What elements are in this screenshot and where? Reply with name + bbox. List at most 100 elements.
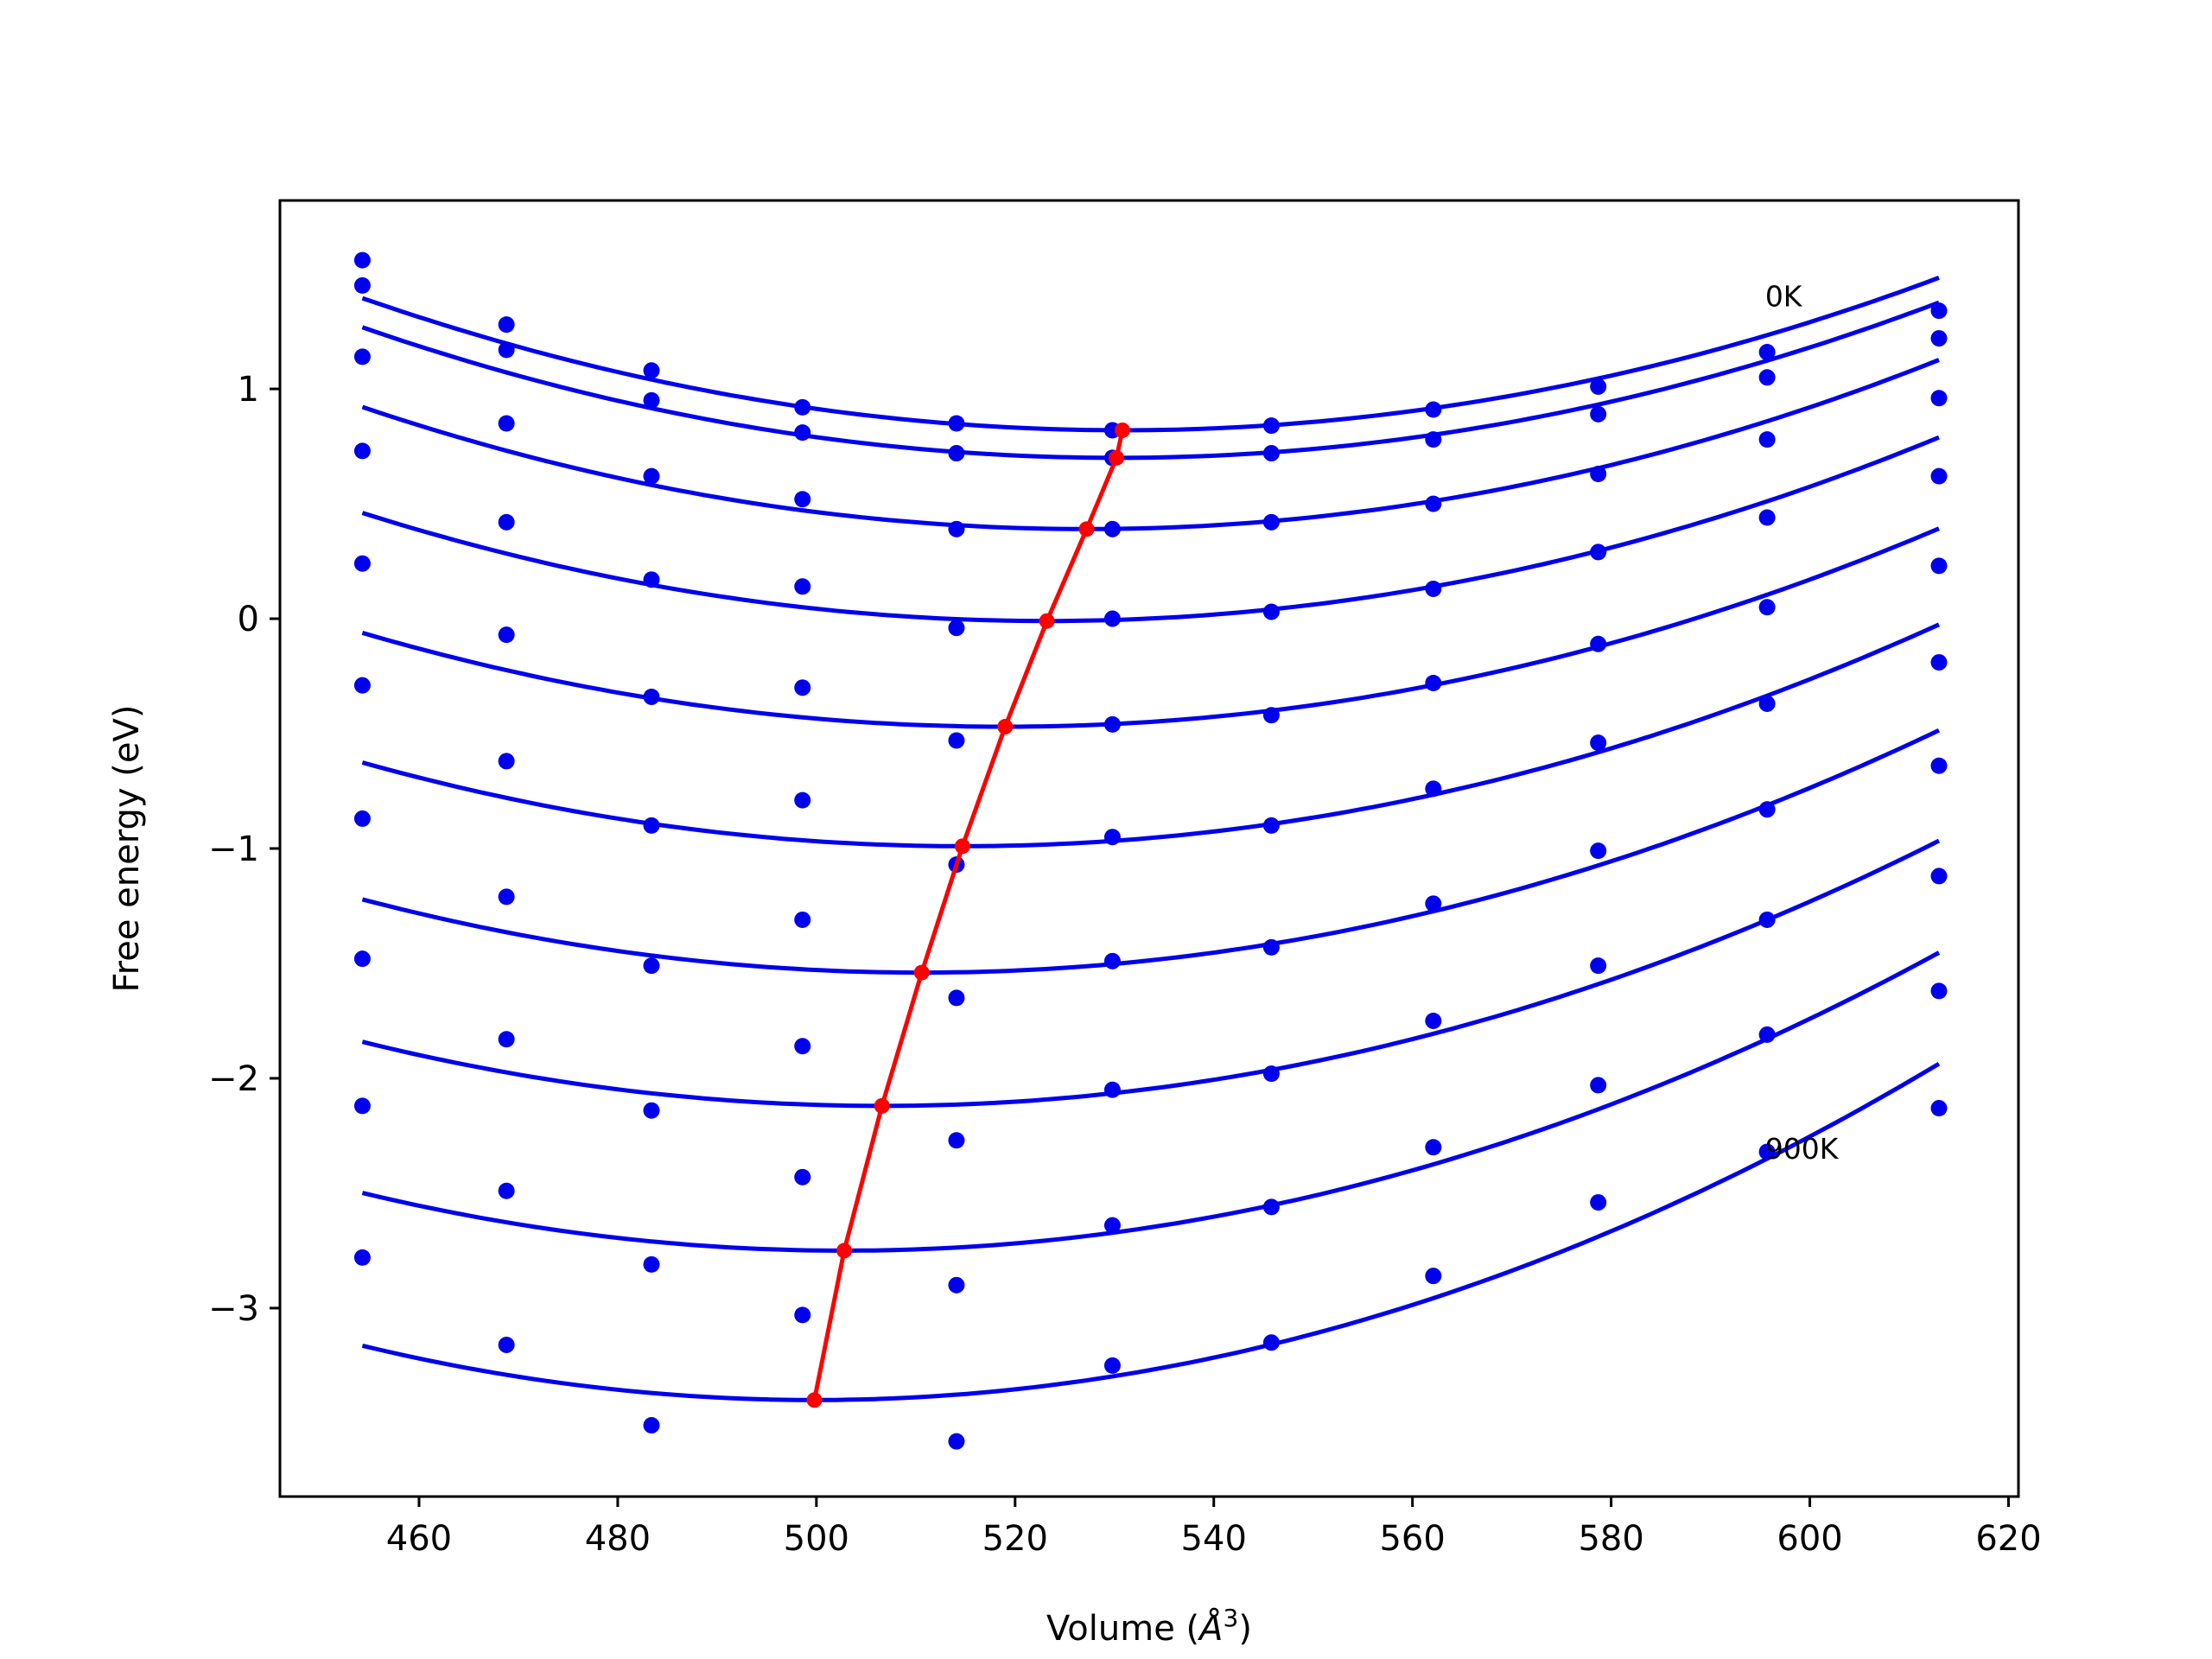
fit-curve-5 — [361, 622, 1941, 849]
data-point — [794, 791, 811, 809]
data-point — [948, 1433, 965, 1450]
data-point — [948, 732, 965, 749]
fit-curve-3 — [361, 435, 1940, 624]
data-point — [1930, 868, 1948, 885]
data-point — [643, 391, 660, 409]
data-point — [1930, 467, 1948, 485]
data-point — [353, 677, 371, 694]
data-point — [353, 1249, 371, 1266]
annotation-900k: 900K — [1765, 1132, 1840, 1166]
data-point — [1590, 543, 1607, 561]
y-axis-label: Free energy (eV) — [107, 705, 147, 993]
minimum-point — [1109, 449, 1125, 466]
data-point — [1590, 465, 1607, 482]
data-point — [948, 445, 965, 462]
data-point — [353, 276, 371, 294]
data-point — [1262, 1334, 1280, 1351]
x-axis-label: Volume (Å3) — [1046, 1604, 1252, 1649]
data-point — [1590, 842, 1607, 860]
data-point — [1930, 302, 1948, 320]
y-tick-label: 1 — [238, 370, 259, 410]
data-point — [643, 1255, 660, 1273]
data-point — [1930, 557, 1948, 575]
data-point — [498, 1182, 515, 1199]
data-point — [794, 1038, 811, 1055]
data-point — [1758, 1143, 1776, 1160]
data-point — [794, 1306, 811, 1324]
fit-curve-0 — [361, 276, 1940, 433]
data-point — [794, 424, 811, 442]
data-point — [1590, 405, 1607, 423]
data-point — [1590, 635, 1607, 652]
data-point — [1425, 1012, 1442, 1029]
minimum-point — [806, 1392, 823, 1408]
data-point — [1262, 938, 1280, 956]
minimum-point — [1114, 422, 1130, 438]
x-tick-label: 500 — [784, 1519, 849, 1559]
y-tick-label: −1 — [208, 830, 259, 869]
x-tick-label: 460 — [386, 1519, 452, 1559]
data-point — [498, 1031, 515, 1048]
data-point — [1262, 603, 1280, 620]
data-point — [794, 679, 811, 696]
data-point — [1425, 431, 1442, 448]
data-point — [794, 1168, 811, 1185]
minimum-point — [1078, 521, 1095, 537]
x-tick-label: 620 — [1975, 1519, 2041, 1559]
data-point — [498, 316, 515, 334]
x-tick-label: 480 — [585, 1519, 651, 1559]
x-tick-label: 540 — [1181, 1519, 1247, 1559]
data-point — [1425, 1268, 1442, 1285]
data-point — [1262, 445, 1280, 462]
x-tick-label: 600 — [1777, 1519, 1842, 1559]
minimum-point — [874, 1097, 890, 1114]
x-tick-label: 580 — [1578, 1519, 1643, 1559]
fit-curve-9 — [361, 1061, 1941, 1402]
data-point — [498, 753, 515, 770]
data-point — [643, 957, 660, 975]
x-tick-label: 560 — [1379, 1519, 1445, 1559]
data-point — [948, 1132, 965, 1149]
data-point — [948, 989, 965, 1007]
minima-line — [812, 429, 1125, 1401]
data-point — [353, 348, 371, 365]
data-point — [1425, 895, 1442, 912]
data-point — [1262, 513, 1280, 531]
data-point — [948, 520, 965, 537]
data-point — [1425, 780, 1442, 798]
data-point — [498, 415, 515, 432]
data-point — [1103, 1081, 1121, 1098]
data-point — [353, 1097, 371, 1115]
data-point — [1103, 829, 1121, 846]
data-point — [498, 1336, 515, 1353]
data-point — [1758, 911, 1776, 928]
data-point — [794, 491, 811, 508]
data-point — [1758, 509, 1776, 526]
data-point — [1425, 580, 1442, 597]
data-point — [353, 950, 371, 968]
data-point — [643, 1102, 660, 1119]
plot-layer — [353, 251, 1948, 1450]
data-point — [1930, 330, 1948, 347]
data-point — [794, 578, 811, 595]
minimum-point — [997, 719, 1014, 735]
annotation-0k: 0K — [1765, 279, 1803, 313]
data-point — [1758, 599, 1776, 616]
data-point — [1103, 1357, 1121, 1374]
fit-curve-2 — [361, 358, 1940, 531]
data-point — [1590, 378, 1607, 395]
data-point — [1425, 495, 1442, 512]
data-point — [498, 626, 515, 644]
fit-curve-8 — [361, 950, 1941, 1253]
fit-curve-4 — [361, 526, 1940, 729]
data-point — [1930, 654, 1948, 671]
data-point — [1103, 520, 1121, 537]
data-point — [1758, 369, 1776, 386]
data-point — [1930, 1100, 1948, 1117]
data-point — [643, 467, 660, 485]
data-point — [1930, 390, 1948, 407]
x-ticks: 460 480 500 520 540 560 580 600 620 — [386, 1497, 2042, 1559]
data-point — [353, 442, 371, 460]
